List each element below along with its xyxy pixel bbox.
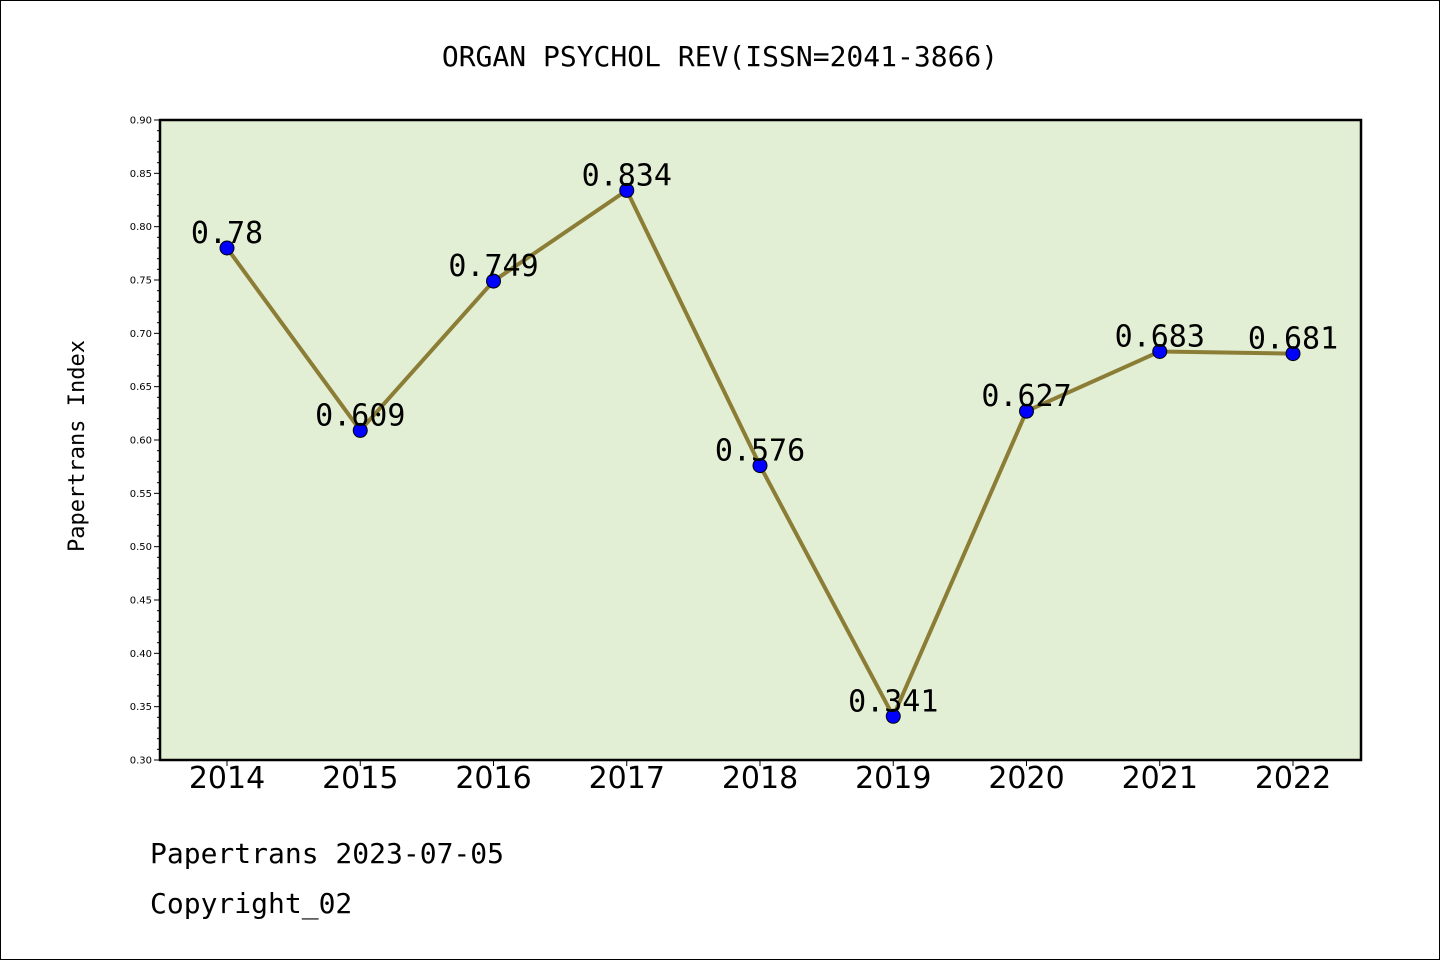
- x-tick-label: 2019: [855, 761, 931, 796]
- footer-date: Papertrans 2023-07-05: [150, 837, 504, 870]
- x-tick-label: 2016: [455, 761, 531, 796]
- data-label: 0.609: [315, 398, 405, 433]
- chart-title: ORGAN PSYCHOL REV(ISSN=2041-3866): [442, 40, 998, 73]
- y-tick-label: 0.40: [130, 649, 152, 660]
- data-label: 0.576: [715, 434, 805, 469]
- y-axis-label: Papertrans Index: [65, 340, 90, 552]
- x-tick-label: 2014: [189, 761, 265, 796]
- data-point: [1152, 343, 1168, 359]
- x-tick-label: 2018: [722, 761, 798, 796]
- data-point: [1285, 346, 1301, 362]
- y-tick-label: 0.45: [130, 596, 152, 607]
- x-tick-label: 2022: [1255, 761, 1331, 796]
- y-tick-label: 0.80: [130, 222, 152, 233]
- y-tick-label: 0.30: [130, 756, 152, 767]
- y-tick-label: 0.35: [130, 702, 152, 713]
- plot-area: [158, 118, 1363, 762]
- data-label: 0.341: [848, 684, 938, 719]
- y-tick-label: 0.55: [130, 489, 152, 500]
- y-tick-label: 0.85: [130, 169, 152, 180]
- data-point: [486, 273, 501, 289]
- axis-ticks: 0.30 0.35 0.40 0.45 0.50 0.55 0.60 0.65 0.70 0.75…: [130, 116, 1331, 797]
- data-label: 0.78: [191, 216, 263, 251]
- x-tick-label: 2015: [322, 761, 398, 796]
- data-label: 0.749: [448, 249, 538, 284]
- x-tick-label: 2017: [589, 761, 665, 796]
- data-label: 0.834: [582, 158, 672, 193]
- y-tick-label: 0.90: [130, 116, 152, 127]
- data-point: [885, 708, 901, 724]
- footer-copyright: Copyright_02: [150, 887, 352, 921]
- data-label: 0.627: [981, 379, 1071, 414]
- data-label: 0.683: [1115, 319, 1205, 354]
- data-point: [619, 182, 635, 198]
- data-point: [352, 422, 368, 438]
- data-label: 0.681: [1248, 322, 1338, 357]
- y-tick-label: 0.75: [130, 276, 152, 287]
- data-point: [219, 240, 235, 256]
- x-tick-label: 2020: [988, 761, 1064, 796]
- y-tick-label: 0.70: [130, 329, 152, 340]
- y-tick-label: 0.50: [130, 542, 152, 553]
- x-tick-label: 2021: [1122, 761, 1198, 796]
- y-tick-label: 0.60: [130, 436, 152, 447]
- data-point: [752, 458, 768, 474]
- y-tick-label: 0.65: [130, 382, 152, 393]
- data-marks: 0.78 0.609 0.749 0.834 0.576 0.341 0.627 0.683 0…: [191, 158, 1338, 724]
- data-point: [1019, 403, 1034, 419]
